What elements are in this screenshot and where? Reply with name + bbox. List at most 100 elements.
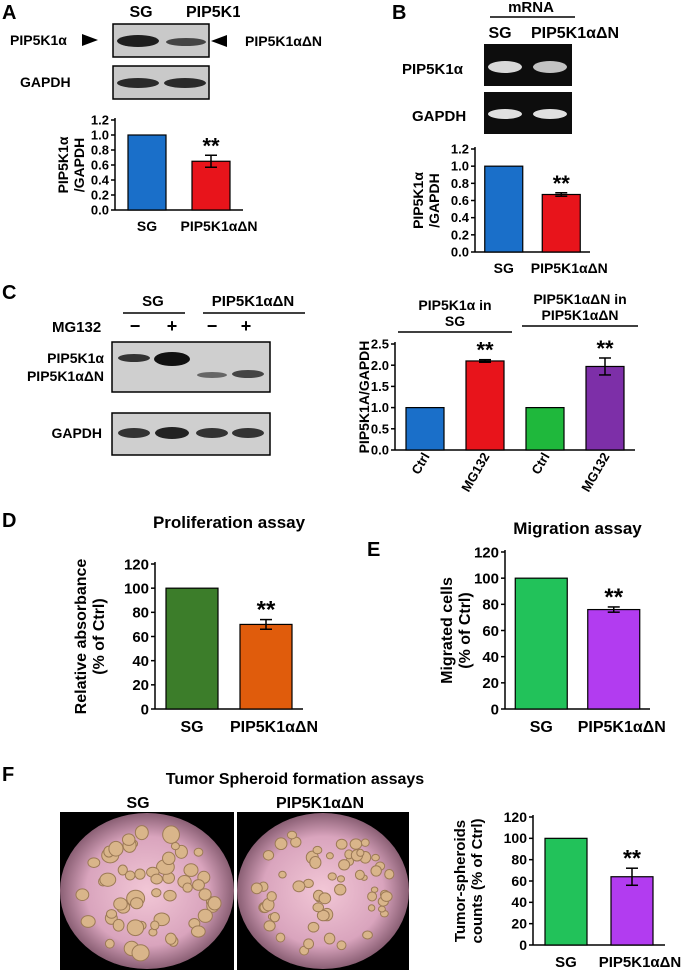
band-label-pip5k1a-dn: PIP5K1αΔN <box>27 368 104 384</box>
lane-label-pip5k1a-dn: PIP5K1αΔN <box>186 4 240 21</box>
spheroid <box>275 932 286 943</box>
spheroid <box>150 873 163 885</box>
spheroid <box>318 892 332 905</box>
spheroid <box>336 875 346 883</box>
spheroid <box>309 855 322 869</box>
bar <box>191 160 231 211</box>
y-tick-label: 120 <box>124 556 149 573</box>
spheroid <box>327 872 337 881</box>
x-tick-label: SG <box>555 954 577 971</box>
y-tick-label: 20 <box>132 677 149 694</box>
y-tick-label: 0.0 <box>91 203 109 218</box>
panel-e: E <box>367 539 380 561</box>
significance-label: ** <box>257 597 276 624</box>
bar <box>484 165 524 253</box>
blot-band <box>118 354 150 362</box>
y-tick-label: 80 <box>482 597 499 614</box>
spheroid <box>316 909 330 922</box>
y-tick-label: 0.5 <box>371 421 389 436</box>
spheroid <box>334 883 347 896</box>
spheroid <box>182 882 193 893</box>
lane-label-sg: SG <box>488 25 511 42</box>
spheroid <box>269 912 280 923</box>
spheroid <box>338 859 351 871</box>
blot-band <box>196 428 228 438</box>
blot-band <box>164 78 206 88</box>
y-tick-label: 120 <box>504 809 528 825</box>
y-tick-label: 0.4 <box>451 210 470 225</box>
spheroid <box>336 940 347 951</box>
spheroid <box>193 847 204 857</box>
y-axis-label: Migrated cells <box>439 577 456 684</box>
y-tick-label: 40 <box>511 894 527 910</box>
treatment-mark: − <box>130 316 141 336</box>
x-tick-label: PIP5K1αΔN <box>599 954 682 971</box>
y-tick-label: 120 <box>474 544 499 561</box>
spheroid <box>371 853 380 862</box>
spheroid <box>354 869 365 880</box>
x-tick-label: PIP5K1αΔN <box>531 260 608 276</box>
spheroid <box>312 902 325 913</box>
treatment-mark: + <box>241 316 252 336</box>
y-tick-label: 1.2 <box>451 142 469 157</box>
y-tick-label: 40 <box>482 649 499 666</box>
x-tick-label: SG <box>494 260 514 276</box>
spheroid <box>349 838 363 850</box>
panel-letter-e: E <box>367 539 380 561</box>
chart-f: 0 20 40 60 80 100 120 Tumor-spheroids counts (% … <box>452 809 682 971</box>
spheroid <box>126 919 145 937</box>
panel-c-blot: C SG PIP5K1αΔN MG132 − + − + PIP5K1α PIP… <box>2 282 305 456</box>
chart-b: 0.0 0.2 0.4 0.6 0.8 1.0 1.2 PIP5K1α/GAPDH SG ** PI… <box>410 142 608 276</box>
header-mrna: mRNA <box>508 0 554 16</box>
treatment-label: MG132 <box>52 319 101 336</box>
panel-letter-d: D <box>2 510 16 532</box>
spheroid <box>170 842 180 851</box>
panel-letter-a: A <box>2 2 16 24</box>
y-tick-label: 0.0 <box>451 245 469 260</box>
y-tick-label: 0.2 <box>91 188 109 203</box>
group-header-line: PIP5K1αΔN in <box>533 291 626 307</box>
spheroid <box>362 930 373 940</box>
x-tick-label: PIP5K1αΔN <box>230 719 318 736</box>
panel-b-blot: B mRNA SG PIP5K1αΔN PIP5K1α GAPDH <box>392 0 619 134</box>
treatment-mark: + <box>167 316 178 336</box>
y-tick-label: 80 <box>511 852 527 868</box>
gel-band <box>533 109 567 119</box>
significance-label: ** <box>604 584 623 611</box>
y-tick-label: 0.0 <box>371 443 389 458</box>
y-tick-label: 2.5 <box>371 337 389 352</box>
panel-d: D <box>2 510 16 532</box>
chart-d: Proliferation assay 0 20 40 60 80 100 120 Relati… <box>73 513 318 736</box>
spheroid <box>112 918 125 932</box>
spheroid <box>150 920 160 931</box>
spheroid <box>108 840 124 857</box>
chart-a: 0.00.20.40.60.81.01.2 PIP5K1α/GAPDH SG ** PI… <box>55 113 258 234</box>
spheroid <box>124 870 136 881</box>
y-tick-label: 2.0 <box>371 358 389 373</box>
x-tick-label: SG <box>530 719 553 736</box>
spheroid <box>370 886 379 893</box>
band-label-pip5k1a: PIP5K1α <box>10 32 67 48</box>
spheroid <box>377 905 386 913</box>
spheroid <box>104 938 115 949</box>
spheroid <box>162 825 180 844</box>
spheroid <box>262 850 275 861</box>
significance-label: ** <box>553 171 571 196</box>
y-tick-label: 0.4 <box>91 173 110 188</box>
spheroid <box>356 848 365 857</box>
significance-label: ** <box>476 338 494 363</box>
panel-letter-b: B <box>392 2 406 24</box>
y-axis-label: PIP5K1α <box>410 172 426 229</box>
y-tick-label: 1.0 <box>91 128 109 143</box>
x-tick-label: Ctrl <box>408 450 432 477</box>
image-label-pip5k1a-dn: PIP5K1αΔN <box>276 795 364 812</box>
bar <box>165 587 219 710</box>
spheroid <box>117 864 128 876</box>
bar <box>239 623 293 710</box>
spheroid <box>192 879 205 891</box>
x-tick-label: MG132 <box>458 450 492 494</box>
y-tick-label: 0.8 <box>451 176 469 191</box>
y-axis-label: /GAPDH <box>426 173 442 227</box>
chart-title: Migration assay <box>513 519 642 538</box>
